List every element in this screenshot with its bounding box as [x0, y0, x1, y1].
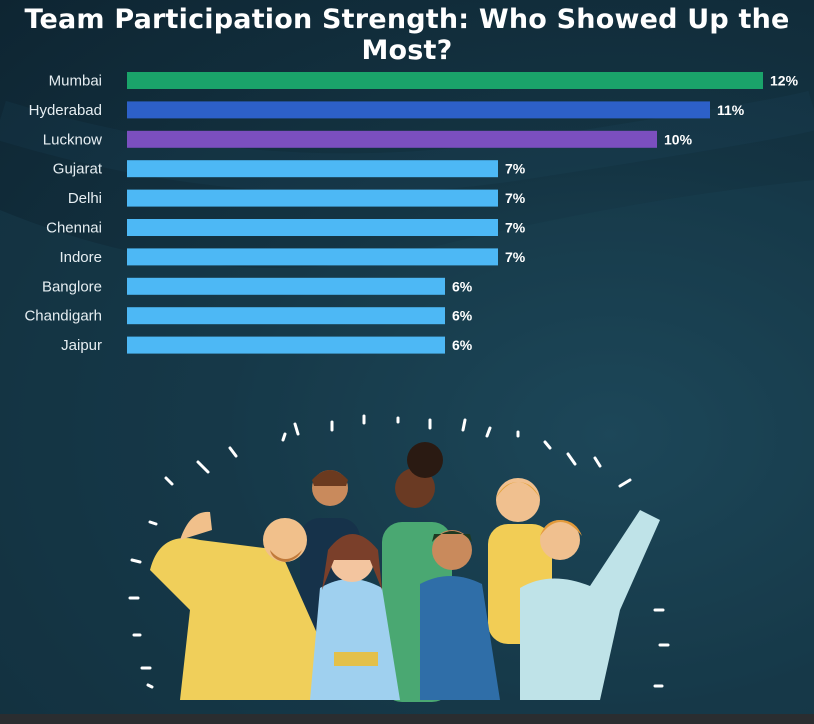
- team-illustration: [128, 414, 670, 702]
- value-label: 6%: [452, 337, 473, 353]
- bar: [127, 72, 763, 89]
- value-label: 6%: [452, 308, 473, 324]
- bar-chart: Mumbai 12% Hyderabad 11% Lucknow 10% Gujarat 7%…: [24, 72, 799, 354]
- value-label: 7%: [505, 220, 526, 236]
- category-label: Banglore: [42, 278, 102, 295]
- bar: [127, 130, 657, 148]
- bar: [127, 248, 498, 266]
- bottom-strip: [0, 714, 814, 724]
- chart-title: Team Participation Strength: Who Showed …: [24, 4, 790, 66]
- person-front-left: [150, 511, 320, 700]
- value-label: 10%: [664, 131, 693, 147]
- person-front-middle: [310, 534, 400, 700]
- bar: [127, 219, 498, 236]
- category-label: Chandigarh: [24, 308, 102, 325]
- value-label: 6%: [452, 278, 473, 294]
- category-label: Jaipur: [61, 337, 102, 354]
- value-label: 12%: [770, 73, 799, 89]
- category-label: Chennai: [46, 220, 102, 237]
- category-label: Indore: [59, 249, 102, 266]
- value-label: 7%: [505, 249, 526, 265]
- radiating-lines-icon: [128, 414, 670, 689]
- value-label: 7%: [505, 161, 526, 177]
- bar: [127, 189, 498, 207]
- bar: [127, 160, 498, 178]
- value-label: 7%: [505, 190, 526, 206]
- person-front-right-male: [420, 530, 500, 700]
- value-label: 11%: [717, 102, 745, 118]
- bar: [127, 101, 710, 119]
- bar: [127, 277, 445, 295]
- category-label: Mumbai: [49, 73, 102, 90]
- person-front-right-female: [520, 510, 660, 700]
- category-label: Delhi: [68, 190, 102, 207]
- category-label: Gujarat: [53, 161, 103, 178]
- category-label: Lucknow: [43, 131, 102, 148]
- bar: [127, 336, 445, 354]
- category-label: Hyderabad: [29, 102, 102, 119]
- bar: [127, 307, 445, 325]
